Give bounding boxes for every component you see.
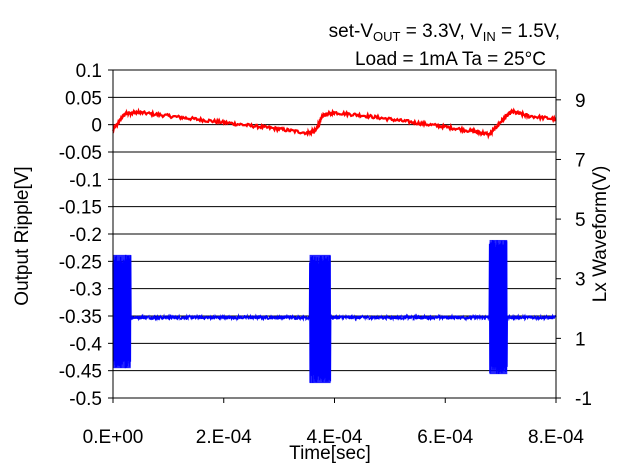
- series-lx-waveform: [112, 240, 557, 383]
- x-axis-title: Time[sec]: [289, 443, 371, 464]
- x-tick-label: 6.E-04: [417, 427, 473, 448]
- y-left-tick-label: -0.1: [69, 170, 102, 191]
- y-left-tick-label: -0.45: [59, 362, 102, 383]
- y-left-tick-label: -0.15: [59, 198, 102, 219]
- chart-title-line2: Load = 1mA Ta = 25°C: [355, 49, 546, 70]
- y-right-tick-label: 9: [575, 91, 586, 112]
- y-axis-right-title: Lx Waveform(V): [590, 166, 611, 303]
- x-tick-label: 4.E-04: [307, 427, 363, 448]
- lx-switching-burst: [309, 254, 331, 384]
- y-left-tick-label: 0.1: [76, 61, 102, 82]
- x-tick-label: 0.E+00: [83, 427, 144, 448]
- y-left-tick-label: -0.5: [69, 389, 102, 410]
- y-left-tick-label: -0.2: [69, 225, 102, 246]
- x-tick-label: 8.E-04: [528, 427, 584, 448]
- y-right-tick-label: 3: [575, 270, 586, 291]
- y-right-tick-label: 1: [575, 329, 586, 350]
- y-left-tick-label: -0.05: [59, 143, 102, 164]
- series-output-ripple: [112, 107, 557, 140]
- y-left-tick-label: -0.3: [69, 280, 102, 301]
- title-part-vin: = 3.3V, V: [400, 21, 483, 42]
- y-left-tick-label: -0.4: [69, 334, 102, 355]
- title-part-tail: = 1.5V,: [496, 21, 560, 42]
- y-left-tick-label: -0.25: [59, 252, 102, 273]
- title-sub-out: OUT: [373, 29, 401, 44]
- title-sub-in: IN: [483, 29, 496, 44]
- y-left-tick-label: 0.05: [65, 88, 102, 109]
- tick-marks: [108, 69, 561, 403]
- y-axis-left-title: Output Ripple[V]: [12, 166, 33, 305]
- tick-labels: 0.1 0.05 0 -0.05 -0.1 -0.15 -0.2 -0.25 -0.3 -0.35…: [59, 61, 592, 448]
- title-part-set-v: set-V: [329, 21, 374, 42]
- lx-switching-burst: [113, 254, 131, 369]
- y-left-tick-label: 0: [91, 116, 102, 137]
- series-layer: [112, 107, 557, 384]
- y-left-tick-label: -0.35: [59, 307, 102, 328]
- x-tick-label: 2.E-04: [196, 427, 252, 448]
- lx-switching-burst: [489, 239, 508, 375]
- y-right-tick-label: 7: [575, 150, 586, 171]
- y-right-tick-label: -1: [575, 389, 592, 410]
- chart-title-line1: set-VOUT = 3.3V, VIN = 1.5V,: [329, 21, 560, 44]
- y-right-tick-label: 5: [575, 210, 586, 231]
